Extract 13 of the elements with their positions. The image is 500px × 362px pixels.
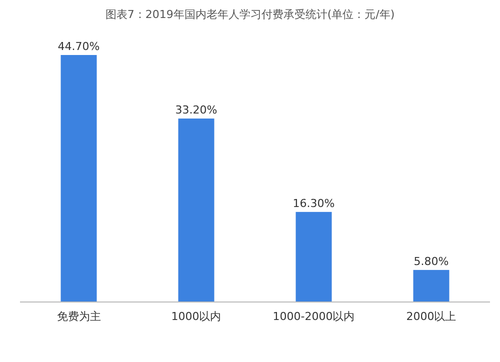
bar xyxy=(413,270,450,302)
data-label: 44.70% xyxy=(58,40,100,53)
bar xyxy=(296,212,332,302)
data-label: 33.20% xyxy=(175,104,218,117)
data-label: 5.80% xyxy=(414,254,449,268)
bar xyxy=(60,55,97,302)
x-tick-label: 免费为主 xyxy=(56,310,101,323)
x-tick-label: 1000以内 xyxy=(171,310,222,323)
data-label: 16.30% xyxy=(292,196,335,210)
chart-title: 图表7：2019年国内老年人学习付费承受统计(单位：元/年) xyxy=(105,8,395,21)
x-tick-label: 2000以上 xyxy=(406,310,456,323)
bar xyxy=(178,118,214,302)
x-tick-label: 1000-2000以内 xyxy=(272,310,355,323)
